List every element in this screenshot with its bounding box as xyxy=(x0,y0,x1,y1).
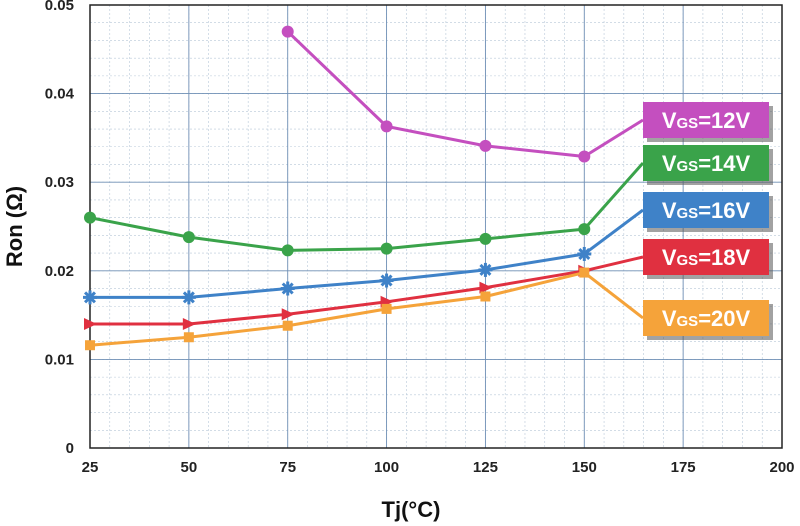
series-line xyxy=(286,30,585,158)
data-point xyxy=(182,317,196,330)
legend-box xyxy=(643,192,769,228)
y-tick-label: 0.03 xyxy=(45,174,74,191)
series-VGS=12V xyxy=(281,25,644,163)
x-tick-label: 150 xyxy=(572,459,597,476)
y-tick-label: 0.01 xyxy=(45,351,74,368)
legend-box xyxy=(643,300,769,336)
y-axis-title: Ron (Ω) xyxy=(2,186,27,267)
legend-label: VGS=14V xyxy=(662,151,751,176)
legend-label: VGS=18V xyxy=(662,245,751,270)
data-point xyxy=(281,25,294,38)
series-connector xyxy=(583,162,645,231)
data-point xyxy=(282,320,293,331)
plot-area-frame xyxy=(89,4,783,449)
x-tick-label: 100 xyxy=(374,459,399,476)
data-point xyxy=(182,231,195,244)
y-tick-label: 0 xyxy=(66,440,74,457)
x-tick-label: 75 xyxy=(279,459,296,476)
series-VGS=20V xyxy=(85,267,644,351)
series-connector xyxy=(583,271,644,320)
series-connector xyxy=(583,255,644,273)
legend-label: VGS=12V xyxy=(662,108,751,133)
data-point xyxy=(380,120,393,133)
legend-box xyxy=(643,102,769,138)
x-tick-label: 200 xyxy=(769,459,794,476)
legend-item: VGS=20V xyxy=(643,300,773,340)
series-VGS=16V xyxy=(83,208,644,305)
data-point xyxy=(577,246,592,261)
legend-box xyxy=(643,239,769,275)
series-line xyxy=(89,271,585,347)
data-point xyxy=(579,267,590,278)
data-point xyxy=(479,232,492,245)
data-point xyxy=(479,281,493,294)
x-tick-label: 50 xyxy=(181,459,198,476)
data-point xyxy=(84,211,96,224)
y-tick-label: 0.04 xyxy=(45,86,75,103)
data-point xyxy=(480,291,491,302)
data-point xyxy=(281,244,294,257)
y-axis-ticks: 0 0.01 0.02 0.03 0.04 0.05 xyxy=(45,0,75,457)
data-point xyxy=(578,223,591,236)
data-point xyxy=(181,290,196,305)
data-point xyxy=(381,303,392,314)
legend-label: VGS=20V xyxy=(662,306,751,331)
legend-item: VGS=16V xyxy=(643,192,773,232)
data-point xyxy=(478,262,493,277)
x-tick-label: 175 xyxy=(671,459,696,476)
data-point xyxy=(280,281,295,296)
y-tick-label: 0.05 xyxy=(45,0,74,14)
data-point xyxy=(281,308,295,321)
series-line xyxy=(90,252,585,299)
series-connector xyxy=(583,208,644,256)
x-axis-ticks: 25 50 75 100 125 150 175 200 xyxy=(82,459,795,476)
legend: VGS=12V VGS=14V VGS=16V VGS=18V VGS=20V xyxy=(643,102,773,340)
data-point xyxy=(479,139,492,152)
data-point xyxy=(85,340,95,351)
data-point xyxy=(380,242,393,255)
data-point xyxy=(578,150,591,163)
x-tick-label: 25 xyxy=(82,459,99,476)
data-point xyxy=(183,332,194,343)
x-axis-title: Tj(°C) xyxy=(382,497,441,522)
series-VGS=14V xyxy=(84,162,645,257)
series-layer xyxy=(83,25,645,351)
legend-item: VGS=14V xyxy=(643,145,773,185)
series-VGS=18V xyxy=(84,255,644,330)
series-connector xyxy=(583,118,644,158)
legend-label: VGS=16V xyxy=(662,198,751,223)
series-line xyxy=(90,269,585,326)
legend-item: VGS=12V xyxy=(643,102,773,142)
legend-item: VGS=18V xyxy=(643,239,773,279)
data-point xyxy=(379,273,394,288)
legend-box xyxy=(643,145,769,181)
series-line xyxy=(89,216,585,252)
data-point xyxy=(83,290,97,305)
x-tick-label: 125 xyxy=(473,459,498,476)
data-point xyxy=(84,317,97,330)
y-tick-label: 0.02 xyxy=(45,263,74,280)
